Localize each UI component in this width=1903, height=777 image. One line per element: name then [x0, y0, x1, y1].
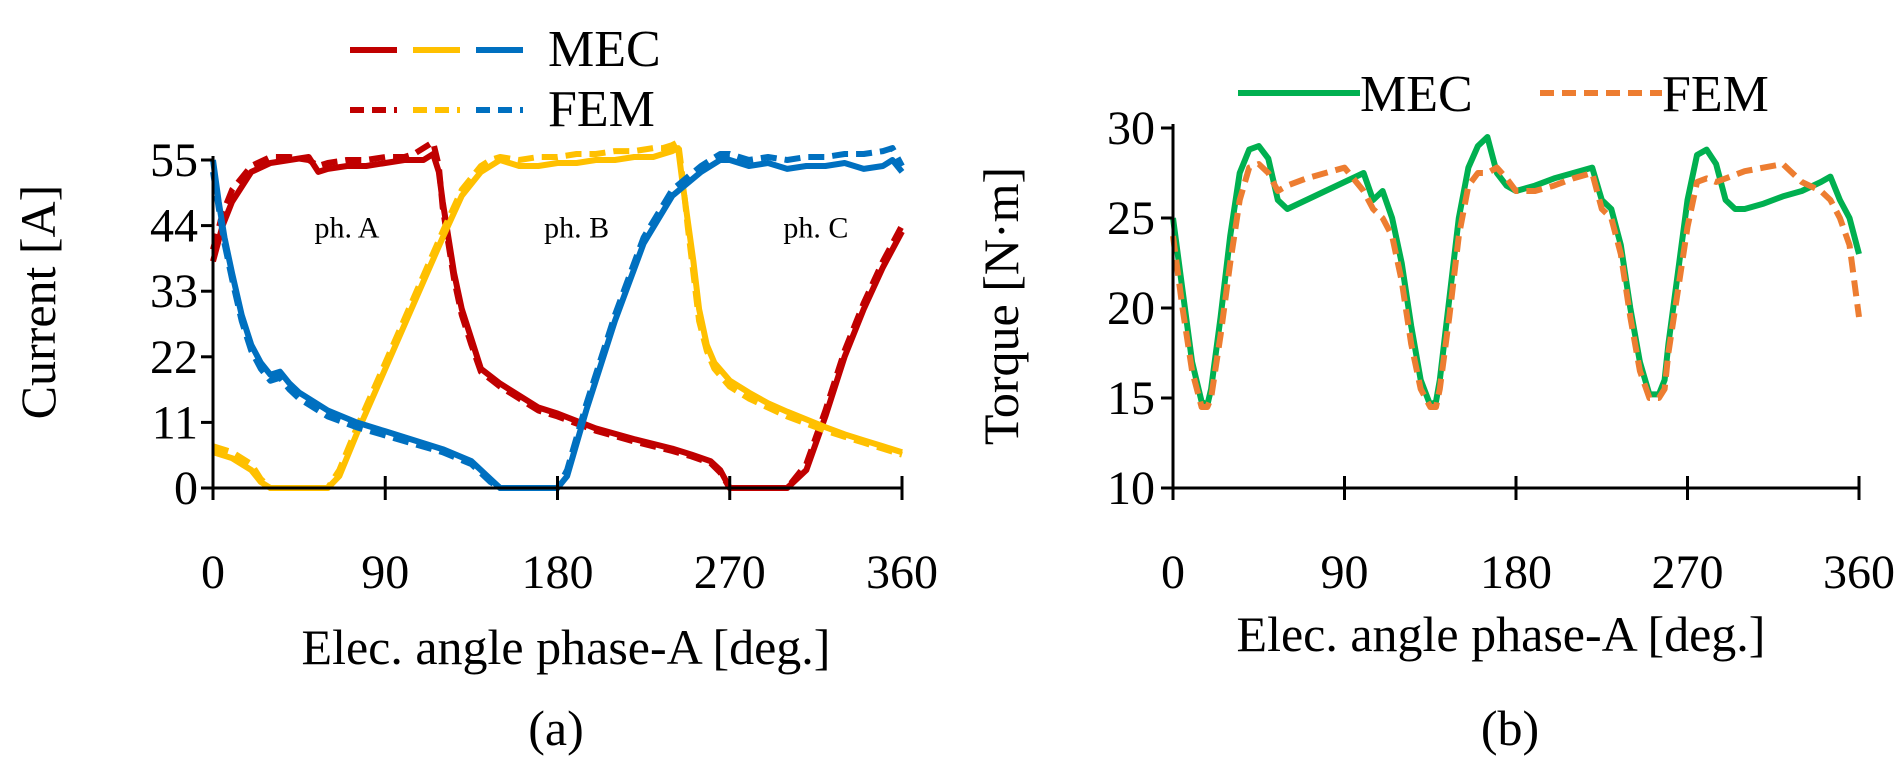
y-tick-label: 0	[174, 462, 198, 515]
current-chart: MEC FEM ph. A ph. B ph. C 0 90 180 270 360 0 11 2…	[10, 21, 938, 756]
x-tick-label: 180	[1480, 546, 1552, 599]
current-legend: MEC FEM	[350, 21, 661, 138]
x-tick-label: 270	[694, 546, 766, 599]
series-line-phc-fem	[210, 145, 905, 491]
series-line-phb-mec	[212, 145, 903, 491]
current-axes: 0 90 180 270 360 0 11 22 33 44 55	[150, 134, 938, 599]
y-tick-label: 15	[1107, 372, 1155, 425]
current-x-axis-title: Elec. angle phase-A [deg.]	[302, 619, 831, 675]
x-tick-label: 90	[1321, 546, 1369, 599]
series-line-mec	[1170, 134, 1862, 409]
phase-label: ph. B	[544, 212, 609, 245]
legend-mec-label: MEC	[548, 21, 661, 78]
y-tick-label: 20	[1107, 282, 1155, 335]
series-line-phc-mec	[210, 157, 905, 491]
torque-axes: 0 90 180 270 360 10 15 20 25 30	[1107, 102, 1895, 599]
torque-y-axis-title: Torque [N·m]	[973, 167, 1029, 445]
y-tick-label: 33	[150, 265, 198, 318]
caption-b: (b)	[1481, 700, 1539, 756]
x-tick-label: 360	[866, 546, 938, 599]
x-tick-label: 180	[522, 546, 594, 599]
series-line-phb-fem	[212, 139, 903, 491]
torque-series	[1170, 134, 1862, 410]
phase-labels: ph. A ph. B ph. C	[314, 212, 848, 245]
legend-mec-label-b: MEC	[1360, 66, 1473, 123]
series-line-pha-fem	[210, 139, 905, 491]
x-tick-label: 0	[201, 546, 225, 599]
x-tick-label: 360	[1823, 546, 1895, 599]
y-tick-label: 11	[152, 396, 198, 449]
phase-label: ph. A	[314, 212, 379, 245]
legend-fem-label-b: FEM	[1662, 66, 1769, 123]
torque-x-axis-title: Elec. angle phase-A [deg.]	[1237, 606, 1766, 662]
torque-chart: MEC FEM 0 90 180 270 360 10 15 20 25 30 Torque [N…	[973, 66, 1895, 756]
x-tick-label: 270	[1652, 546, 1724, 599]
y-tick-label: 22	[150, 331, 198, 384]
phase-label: ph. C	[783, 212, 848, 245]
torque-legend: MEC FEM	[1238, 66, 1769, 123]
y-tick-label: 55	[150, 134, 198, 187]
current-series	[210, 139, 905, 491]
current-y-axis-title: Current [A]	[10, 185, 66, 420]
x-tick-label: 0	[1161, 546, 1185, 599]
legend-fem-label: FEM	[548, 81, 655, 138]
y-tick-label: 30	[1107, 102, 1155, 155]
y-tick-label: 10	[1107, 462, 1155, 515]
caption-a: (a)	[528, 700, 584, 756]
y-tick-label: 25	[1107, 192, 1155, 245]
x-tick-label: 90	[361, 546, 409, 599]
y-tick-label: 44	[150, 200, 198, 253]
series-line-fem	[1170, 161, 1862, 410]
series-line-pha-mec	[210, 151, 905, 491]
